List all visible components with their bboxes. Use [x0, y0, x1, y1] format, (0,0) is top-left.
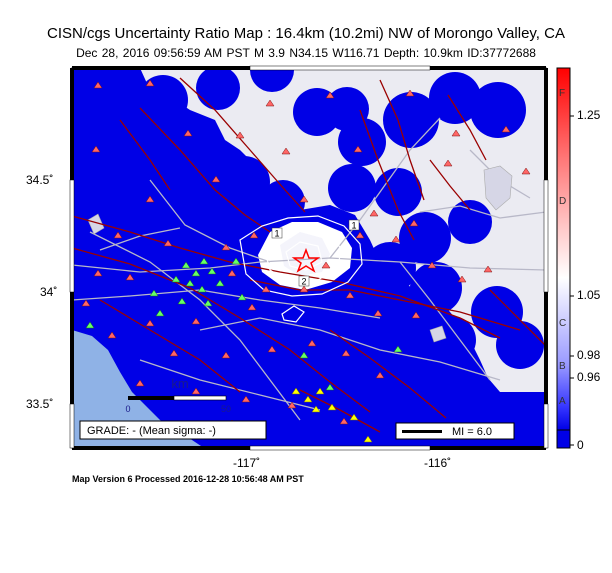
lat-label: 34.5˚: [26, 173, 54, 187]
map-frame: [69, 65, 549, 451]
lon-label: -117˚: [233, 456, 261, 470]
colorbar-tick-label: 0: [577, 438, 584, 452]
contour-label: 2: [301, 277, 306, 287]
intensity-scale-box: MI = 6.0: [395, 422, 515, 440]
contour-label: 1: [274, 229, 279, 239]
grade-label: GRADE: - (Mean sigma: -): [87, 425, 216, 437]
svg-text:km: km: [171, 376, 188, 391]
map-subtitle: Dec 28, 2016 09:56:59 AM PST M 3.9 N34.1…: [76, 46, 536, 60]
svg-text:50: 50: [221, 404, 231, 414]
colorbar-tick-label: 0.96: [577, 370, 601, 384]
colorbar-grade-letter: F: [559, 88, 566, 99]
colorbar-grade-letter: C: [559, 318, 567, 329]
colorbar-grade-letter: A: [559, 396, 566, 407]
lakes: [87, 165, 513, 343]
contour-label: 1: [351, 221, 356, 231]
colorbar-grade-letter: B: [559, 361, 566, 372]
map-version-footer: Map Version 6 Processed 2016-12-28 10:56…: [72, 474, 304, 484]
map-area: 1 1 2 km 0 50 GRADE: - (Mean sigma: -) M…: [72, 68, 546, 448]
lon-label: -116˚: [424, 456, 452, 470]
stations-green: [85, 257, 403, 391]
map-title: CISN/cgs Uncertainty Ratio Map : 16.4km …: [47, 25, 565, 42]
lat-label: 34˚: [40, 285, 58, 299]
stations-red: [81, 79, 531, 427]
colorbar: [556, 67, 574, 449]
colorbar-tick-label: 1.25: [577, 108, 601, 122]
svg-text:0: 0: [125, 404, 130, 414]
intensity-scale-label: MI = 6.0: [452, 426, 492, 438]
stations-yellow: [291, 387, 373, 443]
fault-lines: [72, 77, 546, 433]
roads: [72, 117, 546, 421]
contour-labels: 1 1 2: [271, 219, 360, 287]
colorbar-tick-label: 1.05: [577, 288, 601, 302]
colorbar-grade-letter: D: [559, 196, 567, 207]
ocean: [72, 330, 204, 448]
grade-box: GRADE: - (Mean sigma: -): [79, 420, 267, 440]
km-scale-bar: km 0 50: [125, 376, 231, 414]
colorbar-tick-label: 0.98: [577, 348, 601, 362]
lat-label: 33.5˚: [26, 397, 54, 411]
epicenter-star-icon: [291, 247, 321, 273]
